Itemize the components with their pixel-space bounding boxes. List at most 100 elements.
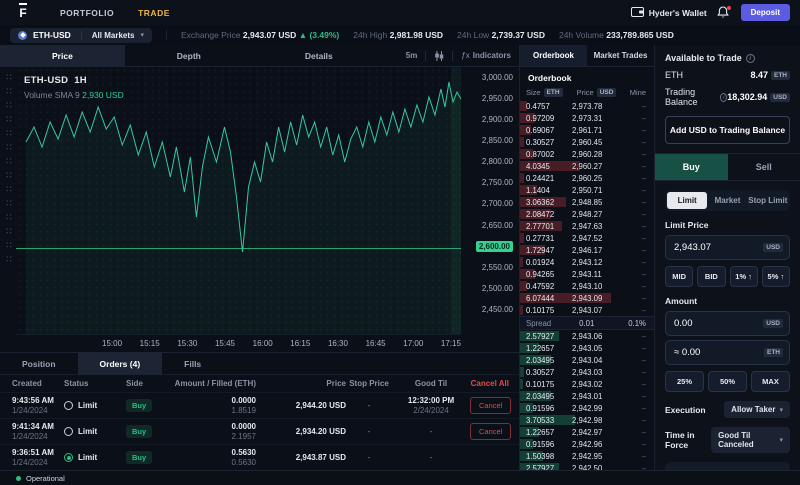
percent-buttons: 25% 50% MAX bbox=[665, 371, 790, 392]
ask-row[interactable]: 0.24421 2,960.25 – bbox=[520, 172, 654, 184]
depth-bar bbox=[520, 209, 551, 219]
notifications-bell-icon[interactable] bbox=[716, 5, 731, 20]
price-chart[interactable]: ∷ ∷ ∷ ∷ ∷ ∷ ∷ ∷ ∷ ∷ ∷ ∷ ∷ ∷ ETH-USD 1H Volume SMA 9 2… bbox=[0, 67, 519, 352]
price-axis[interactable]: 3,000.00 2,950.00 2,900.00 2,850.00 2,800.00… bbox=[463, 67, 519, 334]
info-icon[interactable]: i bbox=[745, 53, 755, 63]
bid-row[interactable]: 2.03495 2,943.01 – bbox=[520, 390, 654, 402]
order-price: 2,973.78 bbox=[572, 101, 603, 111]
info-icon[interactable]: i bbox=[720, 92, 728, 102]
y-axis-tick: 2,650.00 bbox=[481, 220, 513, 230]
nav-trade[interactable]: TRADE bbox=[138, 7, 170, 18]
nav-portfolio[interactable]: PORTFOLIO bbox=[60, 7, 115, 18]
cancel-all-button[interactable]: Cancel All bbox=[470, 379, 509, 388]
pair-selector[interactable]: ETH-USD All Markets ▾ bbox=[10, 27, 152, 43]
bid-row[interactable]: 2.57927 2,942.50 – bbox=[520, 462, 654, 470]
ask-row[interactable]: 2.77701 2,947.63 – bbox=[520, 220, 654, 232]
percent-25[interactable]: 25% bbox=[665, 371, 704, 392]
mine-indicator: – bbox=[641, 403, 646, 413]
depth-bar bbox=[520, 463, 559, 470]
limit-price-input[interactable]: 2,943.07 USD bbox=[665, 235, 790, 260]
orders-tab-orders-4[interactable]: Orders (4) bbox=[77, 352, 163, 375]
bid-row[interactable]: 1.50398 2,942.95 – bbox=[520, 450, 654, 462]
bid-row[interactable]: 3.70533 2,942.98 – bbox=[520, 414, 654, 426]
chart-legend: ETH-USD 1H Volume SMA 9 2,930 USD bbox=[24, 75, 124, 100]
candlestick-style-icon[interactable] bbox=[434, 50, 444, 61]
ask-row[interactable]: 4.0345 2,960.27 – bbox=[520, 160, 654, 172]
indicators-button[interactable]: ƒx Indicators bbox=[461, 51, 511, 60]
time-axis[interactable]: 15:00 15:15 15:30 15:45 16:00 16:15 16:30 16:45… bbox=[16, 334, 461, 352]
ask-row[interactable]: 1.1404 2,950.71 – bbox=[520, 184, 654, 196]
ask-row[interactable]: 6.07444 2,943.09 – bbox=[520, 292, 654, 304]
mine-indicator: – bbox=[641, 149, 646, 159]
ask-row[interactable]: 0.69067 2,961.71 – bbox=[520, 124, 654, 136]
percent-50[interactable]: 50% bbox=[708, 371, 747, 392]
chart-plot-area[interactable] bbox=[16, 67, 461, 334]
orders-tab-fills[interactable]: Fills bbox=[184, 358, 202, 369]
bid-row[interactable]: 0.91596 2,942.96 – bbox=[520, 438, 654, 450]
time-in-force-label: Time in Force bbox=[665, 430, 695, 450]
price-shortcut-mid[interactable]: MID bbox=[665, 266, 694, 287]
all-markets-dropdown[interactable]: All Markets bbox=[91, 30, 135, 40]
orders-tab-position[interactable]: Position bbox=[22, 358, 56, 369]
order-size: 0.91596 bbox=[526, 439, 555, 449]
order-price: 2,942.99 bbox=[572, 403, 603, 413]
depth-bar bbox=[520, 281, 527, 291]
brand-logo[interactable]: F bbox=[10, 2, 36, 20]
order-type-market[interactable]: Market bbox=[714, 196, 741, 205]
wallet-selector[interactable]: Hyder's Wallet bbox=[630, 6, 707, 19]
approx-amount-input[interactable]: ≈ 0.00 ETH bbox=[665, 340, 790, 365]
top-navbar: F PORTFOLIO TRADE Hyder's Wallet Deposit bbox=[0, 0, 800, 25]
bid-row[interactable]: 2.03495 2,943.04 – bbox=[520, 354, 654, 366]
chart-tab-price[interactable]: Price bbox=[0, 44, 125, 67]
add-usd-button[interactable]: Add USD to Trading Balance bbox=[665, 116, 790, 144]
trading-balance-value: 18,302.94 bbox=[727, 92, 768, 102]
bid-row[interactable]: 1.22657 2,942.97 – bbox=[520, 426, 654, 438]
chart-tab-details[interactable]: Details bbox=[304, 50, 333, 61]
percent-max[interactable]: MAX bbox=[751, 371, 790, 392]
grip-icon: ∷ bbox=[6, 100, 12, 110]
drag-handle-rail[interactable]: ∷ ∷ ∷ ∷ ∷ ∷ ∷ ∷ ∷ ∷ ∷ ∷ ∷ ∷ bbox=[2, 71, 16, 266]
order-price: 2,946.17 bbox=[572, 245, 603, 255]
cancel-order-button[interactable]: Cancel bbox=[470, 397, 512, 414]
ask-row[interactable]: 0.30527 2,960.45 – bbox=[520, 136, 654, 148]
orderbook-tab-market-trades[interactable]: Market Trades bbox=[593, 51, 648, 60]
timeframe-button[interactable]: 5m bbox=[405, 51, 418, 60]
bid-row[interactable]: 0.91596 2,942.99 – bbox=[520, 402, 654, 414]
ask-row[interactable]: 0.94265 2,943.11 – bbox=[520, 268, 654, 280]
sell-tab[interactable]: Sell bbox=[755, 162, 772, 172]
order-price: 2,943.06 bbox=[572, 331, 603, 341]
price-shortcut-5[interactable]: 5% ↑ bbox=[761, 266, 790, 287]
order-type-stop-limit[interactable]: Stop Limit bbox=[748, 196, 788, 205]
amount-input[interactable]: 0.00 USD bbox=[665, 311, 790, 336]
ask-row[interactable]: 2.08472 2,948.27 – bbox=[520, 208, 654, 220]
execution-dropdown[interactable]: Allow Taker ▾ bbox=[724, 401, 790, 418]
ask-row[interactable]: 0.97209 2,973.31 – bbox=[520, 112, 654, 124]
bid-row[interactable]: 0.30527 2,943.03 – bbox=[520, 366, 654, 378]
deposit-button[interactable]: Deposit bbox=[740, 4, 790, 21]
ask-row[interactable]: 0.47592 2,943.10 – bbox=[520, 280, 654, 292]
bid-row[interactable]: 0.10175 2,943.02 – bbox=[520, 378, 654, 390]
ask-row[interactable]: 1.72947 2,946.17 – bbox=[520, 244, 654, 256]
ask-row[interactable]: 0.01924 2,943.12 – bbox=[520, 256, 654, 268]
order-size: 3.70533 bbox=[526, 415, 555, 425]
orderbook-tab-orderbook[interactable]: Orderbook bbox=[520, 45, 587, 66]
mine-indicator: – bbox=[641, 293, 646, 303]
price-unit-badge: USD bbox=[596, 88, 617, 97]
bid-row[interactable]: 2.57927 2,943.06 – bbox=[520, 330, 654, 342]
price-shortcut-1[interactable]: 1% ↑ bbox=[729, 266, 758, 287]
ask-row[interactable]: 0.10175 2,943.07 – bbox=[520, 304, 654, 316]
depth-bar bbox=[520, 343, 539, 353]
ask-row[interactable]: 0.27731 2,947.52 – bbox=[520, 232, 654, 244]
buy-tab[interactable]: Buy bbox=[655, 154, 728, 180]
depth-bar bbox=[520, 379, 523, 389]
order-type-limit[interactable]: Limit bbox=[667, 192, 708, 209]
ask-row[interactable]: 0.4757 2,973.78 – bbox=[520, 100, 654, 112]
time-in-force-dropdown[interactable]: Good Til Canceled ▾ bbox=[711, 427, 790, 453]
chart-tab-depth[interactable]: Depth bbox=[176, 50, 201, 61]
marked-price-line bbox=[16, 248, 461, 249]
cancel-order-button[interactable]: Cancel bbox=[470, 423, 512, 440]
ask-row[interactable]: 0.87002 2,960.28 – bbox=[520, 148, 654, 160]
price-shortcut-bid[interactable]: BID bbox=[697, 266, 726, 287]
ask-row[interactable]: 3.06362 2,948.85 – bbox=[520, 196, 654, 208]
bid-row[interactable]: 1.22657 2,943.05 – bbox=[520, 342, 654, 354]
